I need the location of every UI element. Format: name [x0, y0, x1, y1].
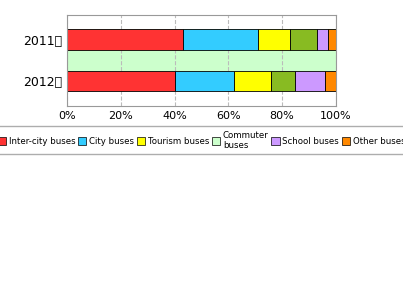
Bar: [174, 71, 234, 91]
Bar: [67, 91, 336, 106]
Bar: [328, 29, 336, 50]
Legend: Inter-city buses, City buses, Tourism buses, Commuter
buses, School buses, Other: Inter-city buses, City buses, Tourism bu…: [0, 126, 403, 154]
Bar: [325, 71, 336, 91]
Bar: [290, 29, 317, 50]
Bar: [183, 29, 258, 50]
Bar: [67, 71, 174, 91]
Bar: [295, 71, 325, 91]
Bar: [271, 71, 295, 91]
Bar: [234, 71, 271, 91]
Bar: [258, 29, 290, 50]
Bar: [317, 29, 328, 50]
Bar: [67, 29, 183, 50]
Bar: [67, 15, 336, 29]
